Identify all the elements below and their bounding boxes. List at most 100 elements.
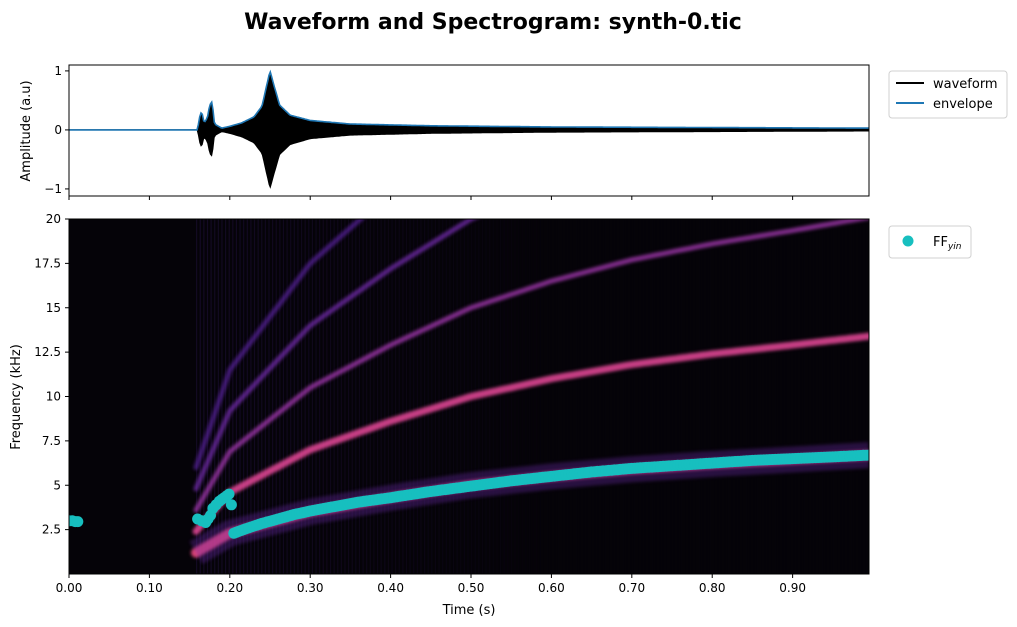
x-tick-label: 0.00 [56, 581, 83, 595]
noise-column [692, 219, 693, 574]
noise-column [569, 219, 570, 574]
noise-column [601, 219, 602, 574]
harmonic-band-2 [192, 332, 869, 535]
noise-column [387, 219, 389, 574]
noise-column [261, 219, 263, 574]
noise-column [818, 219, 819, 574]
noise-column [771, 219, 772, 574]
noise-column [666, 219, 667, 574]
spectrogram-legend: FFyin [888, 225, 972, 259]
waveform-x-ticks [68, 196, 794, 200]
y-tick-label: 12.5 [34, 345, 61, 359]
noise-column [246, 219, 248, 574]
noise-column [641, 219, 642, 574]
noise-column [829, 219, 830, 574]
spectrogram-x-axis-label: Time (s) [442, 603, 496, 618]
x-tick-label: 0.10 [136, 581, 163, 595]
y-tick-label: 1 [54, 64, 62, 78]
noise-column [822, 219, 823, 574]
noise-column [196, 219, 198, 574]
ff-yin-point [223, 488, 235, 500]
noise-column [637, 219, 638, 574]
y-tick-label: 15 [46, 301, 61, 315]
legend-ff-main: FF [933, 235, 948, 250]
noise-column [746, 219, 747, 574]
noise-column [351, 219, 353, 574]
legend-frame [888, 225, 972, 259]
noise-column [732, 219, 733, 574]
x-tick-label: 0.20 [216, 581, 243, 595]
noise-column [253, 219, 256, 574]
x-tick-label: 0.80 [699, 581, 726, 595]
noise-column [369, 219, 371, 574]
noise-column [533, 219, 534, 574]
noise-column [438, 219, 440, 574]
noise-column [782, 219, 783, 574]
y-tick-label: 5 [53, 478, 61, 492]
noise-column [398, 219, 400, 574]
noise-column [250, 219, 252, 574]
noise-column [366, 219, 368, 574]
noise-column [750, 219, 751, 574]
noise-column [427, 219, 429, 574]
ff-yin-point [225, 499, 237, 511]
noise-column [605, 219, 606, 574]
noise-column [391, 219, 393, 574]
noise-column [210, 219, 212, 574]
noise-column [518, 219, 520, 574]
noise-column [677, 219, 678, 574]
noise-column [224, 219, 227, 574]
noise-column [858, 219, 859, 574]
noise-column [445, 219, 447, 574]
noise-column [554, 219, 555, 574]
waveform-legend: waveform envelope [888, 70, 1008, 119]
noise-column [431, 219, 433, 574]
noise-column [214, 219, 216, 574]
x-tick-label: 0.60 [538, 581, 565, 595]
noise-column [326, 219, 328, 574]
noise-column [279, 219, 281, 574]
noise-column [735, 219, 736, 574]
noise-column [344, 219, 346, 574]
noise-column [656, 219, 657, 574]
noise-column [319, 219, 321, 574]
noise-column [293, 219, 295, 574]
noise-column [565, 219, 566, 574]
noise-column [739, 219, 740, 574]
x-tick-label: 0.90 [779, 581, 806, 595]
noise-column [380, 219, 382, 574]
noise-column [423, 219, 426, 574]
noise-column [815, 219, 816, 574]
spectrogram-x-ticks: 0.00 0.10 0.20 0.30 0.40 0.50 0.60 0.70 0.80 0.90 [56, 574, 806, 595]
noise-column [598, 219, 599, 574]
legend-envelope-label: envelope [933, 97, 993, 112]
noise-column [340, 219, 342, 574]
noise-column [395, 219, 397, 574]
ff-yin-point [860, 449, 869, 461]
noise-column [645, 219, 646, 574]
noise-column [757, 219, 758, 574]
noise-column [717, 219, 718, 574]
waveform-y-ticks: −1 0 1 [44, 64, 69, 196]
noise-column [630, 219, 631, 574]
x-tick-label: 0.50 [458, 581, 485, 595]
y-tick-label: 2.5 [42, 523, 61, 537]
noise-column [793, 219, 794, 574]
noise-column [507, 219, 509, 574]
noise-column [333, 219, 335, 574]
noise-column [510, 219, 513, 574]
noise-column [268, 219, 270, 574]
waveform-panel: −1 0 1 Amplitude (a.u) waveform envelope [19, 64, 1008, 200]
noise-column [760, 219, 761, 574]
noise-column [235, 219, 238, 574]
noise-column [272, 219, 274, 574]
noise-column [847, 219, 848, 574]
noise-column [865, 219, 866, 574]
noise-column [728, 219, 729, 574]
noise-column [710, 219, 711, 574]
noise-column [634, 219, 635, 574]
harmonic-band-4 [193, 219, 478, 492]
noise-column [855, 219, 856, 574]
y-tick-label: 17.5 [34, 256, 61, 270]
